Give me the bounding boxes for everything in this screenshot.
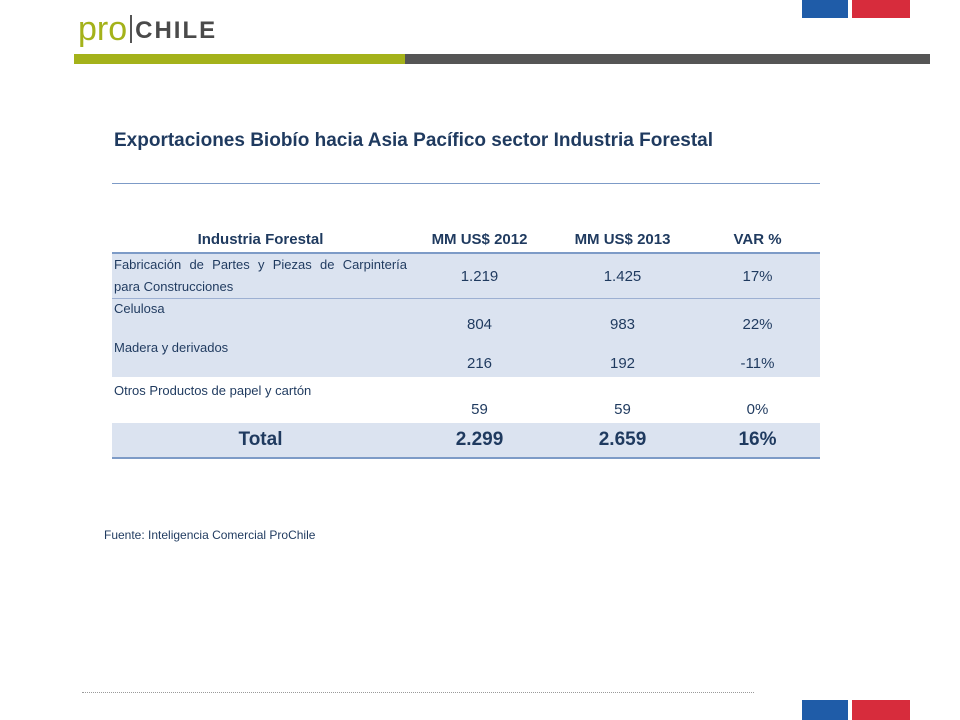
- row-name: Otros Productos de papel y cartón: [114, 383, 312, 398]
- title-divider: [112, 183, 820, 184]
- logo-chile-text: CHILE: [135, 17, 218, 44]
- table-row: Madera y derivados 216 192 -11%: [112, 338, 820, 377]
- logo-separator: [130, 15, 133, 43]
- row-value-2013: 59: [614, 401, 631, 418]
- header-industria: Industria Forestal: [112, 226, 409, 254]
- row-var: 22%: [695, 298, 820, 338]
- flag-white-gap: [848, 0, 852, 18]
- table-total-row: Total 2.299 2.659 16%: [112, 423, 820, 459]
- row-value-2013: 983: [550, 298, 695, 338]
- prochile-logo: pro CHILE: [78, 6, 217, 46]
- row-var: -11%: [695, 338, 820, 377]
- table-header-row: Industria Forestal MM US$ 2012 MM US$ 20…: [112, 226, 820, 254]
- logo-pro-text: pro: [78, 10, 128, 48]
- flag-blue-block: [802, 0, 848, 18]
- row-name: Celulosa: [112, 298, 409, 338]
- header-2013: MM US$ 2013: [550, 226, 695, 254]
- page-title: Exportaciones Biobío hacia Asia Pacífico…: [114, 130, 714, 151]
- flag-blue-block: [802, 700, 848, 720]
- row-value-2012: 804: [409, 298, 550, 338]
- header-var: VAR %: [695, 226, 820, 254]
- total-value-2012: 2.299: [409, 423, 550, 459]
- row-var: 17%: [695, 253, 820, 299]
- table-row: Fabricación de Partes y Piezas de Carpin…: [112, 253, 820, 299]
- chile-flag-stripe-top: [802, 0, 910, 18]
- row-value-2012: 216: [409, 338, 550, 377]
- flag-red-block: [852, 0, 910, 18]
- row-value-2012: 1.219: [409, 253, 550, 299]
- table-row: Celulosa 804 983 22%: [112, 298, 820, 338]
- total-label: Total: [112, 423, 409, 459]
- header-bar-gray: [405, 54, 930, 64]
- source-note: Fuente: Inteligencia Comercial ProChile: [104, 528, 316, 542]
- row-name: Madera y derivados: [112, 338, 409, 377]
- flag-red-block: [852, 700, 910, 720]
- chile-flag-stripe-bottom: [802, 700, 910, 720]
- footer-dotted-rule: [82, 692, 754, 693]
- total-value-2013: 2.659: [550, 423, 695, 459]
- row-name: Fabricación de Partes y Piezas de Carpin…: [112, 253, 409, 299]
- row-var: 0%: [746, 401, 769, 418]
- flag-white-gap: [848, 700, 852, 720]
- header-bar-green: [74, 54, 405, 64]
- row-value-2012: 59: [471, 401, 488, 418]
- exports-table: Industria Forestal MM US$ 2012 MM US$ 20…: [112, 226, 820, 459]
- row-value-2013: 192: [550, 338, 695, 377]
- header-2012: MM US$ 2012: [409, 226, 550, 254]
- table-row: Otros Productos de papel y cartón 59 59 …: [112, 377, 820, 423]
- row-value-2013: 1.425: [550, 253, 695, 299]
- total-var: 16%: [695, 423, 820, 459]
